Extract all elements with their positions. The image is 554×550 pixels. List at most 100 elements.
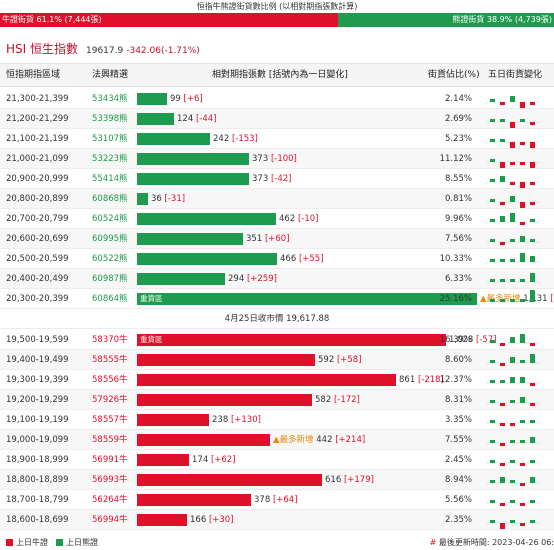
warrant-code-link[interactable]: 60524熊 (92, 214, 128, 224)
range-cell: 20,300-20,399 (6, 294, 69, 304)
table-row[interactable]: 19,100-19,199 58557牛 238 [+130] 3.35% (0, 410, 554, 430)
warrant-code-link[interactable]: 53398熊 (92, 114, 128, 124)
warrant-code-link[interactable]: 53223熊 (92, 154, 128, 164)
table-row[interactable]: 20,800-20,899 60868熊 36 [-31] 0.81% (0, 189, 554, 209)
sparkline-bar (500, 363, 505, 366)
table-row[interactable]: 19,200-19,299 57926牛 582 [-172] 8.31% (0, 390, 554, 410)
sparkline-bar (510, 480, 515, 483)
warrant-code-link[interactable]: 56264牛 (92, 495, 128, 505)
table-row[interactable]: 19,400-19,499 58555牛 592 [+58] 8.60% (0, 350, 554, 370)
index-change: -342.06(-1.71%) (126, 46, 200, 56)
table-row[interactable]: 19,000-19,099 58559牛 ▲最多新增 442 [+214] 7.55% (0, 430, 554, 450)
table-row[interactable]: 20,900-20,999 55414熊 373 [-42] 8.55% (0, 169, 554, 189)
contracts-bar (137, 514, 187, 526)
contracts-value: 294 [+259] (228, 269, 277, 289)
warrant-code-link[interactable]: 58556牛 (92, 375, 128, 385)
warrant-code-link[interactable]: 60864熊 (92, 294, 128, 304)
warrant-code-link[interactable]: 57926牛 (92, 395, 128, 405)
sparkline-bar (510, 213, 515, 222)
sparkline-bar (530, 142, 535, 148)
index-price: 19617.9 (86, 46, 124, 56)
contracts-value: ▲最多新增 442 [+214] (273, 430, 365, 450)
warrant-code-link[interactable]: 58557牛 (92, 415, 128, 425)
sparkline-bar (520, 440, 525, 443)
five-day-sparkline (486, 354, 540, 366)
warrant-code-link[interactable]: 56991牛 (92, 455, 128, 465)
range-cell: 20,400-20,499 (6, 274, 69, 284)
five-day-sparkline (486, 236, 540, 245)
sparkline-bar (490, 99, 495, 102)
warrant-code-link[interactable]: 53434熊 (92, 94, 128, 104)
sparkline-bar (500, 299, 505, 302)
table-row[interactable]: 21,200-21,299 53398熊 124 [-44] 2.69% (0, 109, 554, 129)
table-row[interactable]: 18,800-18,899 56993牛 616 [+179] 8.94% (0, 470, 554, 490)
sparkline-bar (530, 520, 535, 523)
sparkline-bar (530, 102, 535, 105)
warrant-code-link[interactable]: 58370牛 (92, 335, 128, 345)
sparkline-bar (490, 460, 495, 463)
contracts-value: 242 [-153] (213, 129, 258, 149)
sparkline-bar (530, 354, 535, 363)
street-pct: 9.96% (444, 214, 472, 224)
warrant-code-link[interactable]: 53107熊 (92, 134, 128, 144)
range-cell: 18,600-18,699 (6, 515, 69, 525)
warrant-code-link[interactable]: 60522熊 (92, 254, 128, 264)
contracts-bar: 重貨區 (137, 334, 446, 346)
sparkline-bar (530, 162, 535, 168)
warrant-code-link[interactable]: 60995熊 (92, 234, 128, 244)
five-day-sparkline (486, 460, 540, 466)
table-row[interactable]: 21,000-21,099 53223熊 373 [-100] 11.12% (0, 149, 554, 169)
five-day-sparkline (486, 290, 540, 303)
range-cell: 18,900-18,999 (6, 455, 69, 465)
sparkline-bar (530, 256, 535, 262)
five-day-sparkline (486, 420, 540, 426)
table-row[interactable]: 18,900-18,999 56991牛 174 [+62] 2.45% (0, 450, 554, 470)
warrant-code-link[interactable]: 60987熊 (92, 274, 128, 284)
warrant-code-link[interactable]: 58559牛 (92, 435, 128, 445)
table-row[interactable]: 21,300-21,399 53434熊 99 [+6] 2.14% (0, 89, 554, 109)
sparkline-bar (500, 139, 505, 142)
table-row[interactable]: 20,700-20,799 60524熊 462 [-10] 9.96% (0, 209, 554, 229)
sparkline-bar (520, 142, 525, 145)
street-pct: 8.55% (444, 174, 472, 184)
table-row[interactable]: 19,300-19,399 58556牛 861 [-218] 12.37% (0, 370, 554, 390)
warrant-code-link[interactable]: 58555牛 (92, 355, 128, 365)
sparkline-bar (510, 162, 515, 165)
table-row[interactable]: 18,700-18,799 56264牛 378 [+64] 5.56% (0, 490, 554, 510)
sparkline-bar (530, 437, 535, 443)
table-row[interactable]: 20,400-20,499 60987熊 294 [+259] 6.33% (0, 269, 554, 289)
warrant-code-link[interactable]: 56994牛 (92, 515, 128, 525)
sparkline-bar (520, 279, 525, 282)
contracts-value: 351 [+60] (246, 229, 290, 249)
table-row[interactable]: 19,500-19,599 58370牛 重貨區 1,028 [-57] 16.39% (0, 330, 554, 350)
table-row[interactable]: 20,600-20,699 60995熊 351 [+60] 7.56% (0, 229, 554, 249)
five-day-sparkline (486, 253, 540, 263)
contracts-delta: [+55] (298, 254, 324, 264)
range-cell: 20,500-20,599 (6, 254, 69, 264)
warrant-code-link[interactable]: 60868熊 (92, 194, 128, 204)
contracts-number: 166 (190, 515, 207, 525)
table-row[interactable]: 21,100-21,199 53107熊 242 [-153] 5.23% (0, 129, 554, 149)
index-header: HSI 恒生指數 19617.9 -342.06(-1.71%) (6, 40, 200, 56)
contracts-value: 582 [-172] (315, 390, 360, 410)
sparkline-bar (490, 380, 495, 383)
range-cell: 20,800-20,899 (6, 194, 69, 204)
range-cell: 19,100-19,199 (6, 415, 69, 425)
contracts-number: 351 (246, 234, 263, 244)
table-row[interactable]: 20,500-20,599 60522熊 466 [+55] 10.33% (0, 249, 554, 269)
sparkline-bar (520, 523, 525, 526)
table-row[interactable]: 18,600-18,699 56994牛 166 [+30] 2.35% (0, 510, 554, 530)
warrant-code-link[interactable]: 56993牛 (92, 475, 128, 485)
range-cell: 19,400-19,499 (6, 355, 69, 365)
warrant-code-link[interactable]: 55414熊 (92, 174, 128, 184)
contracts-number: 616 (325, 475, 342, 485)
contracts-value: 373 [-42] (252, 169, 291, 189)
header-five-day: 五日街貨變化 (488, 70, 543, 80)
contracts-number: 861 (399, 375, 416, 385)
contracts-delta: [-153] (231, 134, 258, 144)
contracts-value: 373 [-100] (252, 149, 297, 169)
contracts-number: 378 (254, 495, 271, 505)
range-cell: 19,200-19,299 (6, 395, 69, 405)
contracts-value: 1,028 [-57] (449, 330, 497, 350)
